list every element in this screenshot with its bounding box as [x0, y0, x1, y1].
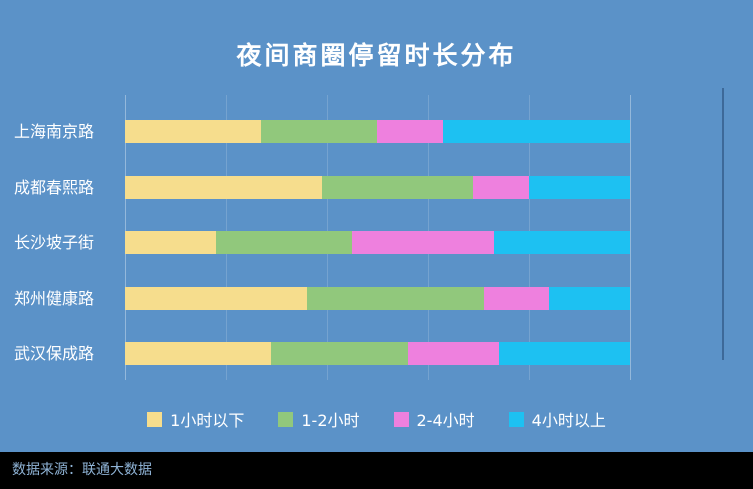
chart-area: 上海南京路成都春熙路长沙坡子街郑州健康路武汉保成路	[0, 95, 753, 380]
bar-segment	[125, 120, 262, 143]
bar-segment	[473, 175, 529, 199]
stacked-bar	[125, 342, 630, 365]
legend-item: 4小时以上	[508, 407, 606, 431]
legend-swatch	[147, 411, 163, 427]
bar-segment	[528, 175, 630, 199]
chart-row: 长沙坡子街	[0, 231, 753, 254]
bar-segment	[125, 175, 322, 199]
legend-swatch	[278, 411, 294, 427]
bar-segment	[125, 286, 307, 310]
bar-segment	[321, 175, 474, 199]
legend-swatch	[393, 411, 409, 427]
stacked-bar	[125, 120, 630, 143]
legend-item: 1小时以下	[147, 407, 244, 431]
chart-row: 上海南京路	[0, 120, 753, 143]
bar-segment	[261, 120, 378, 143]
bar-segment	[271, 342, 408, 365]
bar-segment	[443, 120, 630, 143]
gridline	[630, 95, 631, 380]
legend-item: 2-4小时	[393, 407, 475, 431]
bar-segment	[125, 342, 272, 365]
legend-label: 1-2小时	[301, 411, 360, 430]
right-edge-line	[722, 88, 724, 360]
bar-segment	[306, 286, 484, 310]
category-label: 成都春熙路	[14, 177, 95, 197]
bar-segment	[377, 120, 444, 143]
stacked-bar	[125, 175, 630, 199]
bar-segment	[493, 231, 630, 254]
legend-label: 2-4小时	[416, 411, 475, 430]
footer-bar: 数据来源：联通大数据	[0, 452, 753, 489]
legend-item: 1-2小时	[278, 407, 360, 431]
chart-title: 夜间商圈停留时长分布	[236, 41, 517, 70]
legend: 1小时以下 1-2小时 2-4小时 4小时以上	[0, 407, 753, 431]
bar-segment	[352, 231, 494, 254]
stacked-bar	[125, 231, 630, 254]
category-label: 长沙坡子街	[14, 233, 95, 252]
chart-row: 郑州健康路	[0, 286, 753, 310]
bar-segment	[549, 286, 630, 310]
data-source-label: 数据来源：联通大数据	[12, 462, 152, 478]
category-label: 郑州健康路	[14, 288, 95, 308]
bar-segment	[407, 342, 499, 365]
chart-row: 武汉保成路	[0, 342, 753, 365]
bar-segment	[483, 286, 550, 310]
category-label: 上海南京路	[14, 122, 95, 141]
chart-row: 成都春熙路	[0, 175, 753, 199]
category-label: 武汉保成路	[14, 344, 95, 363]
legend-swatch	[508, 411, 524, 427]
legend-label: 4小时以上	[531, 411, 606, 430]
bar-segment	[215, 231, 353, 254]
legend-label: 1小时以下	[170, 411, 245, 430]
stacked-bar	[125, 286, 630, 310]
bar-segment	[498, 342, 630, 365]
bar-segment	[125, 231, 216, 254]
